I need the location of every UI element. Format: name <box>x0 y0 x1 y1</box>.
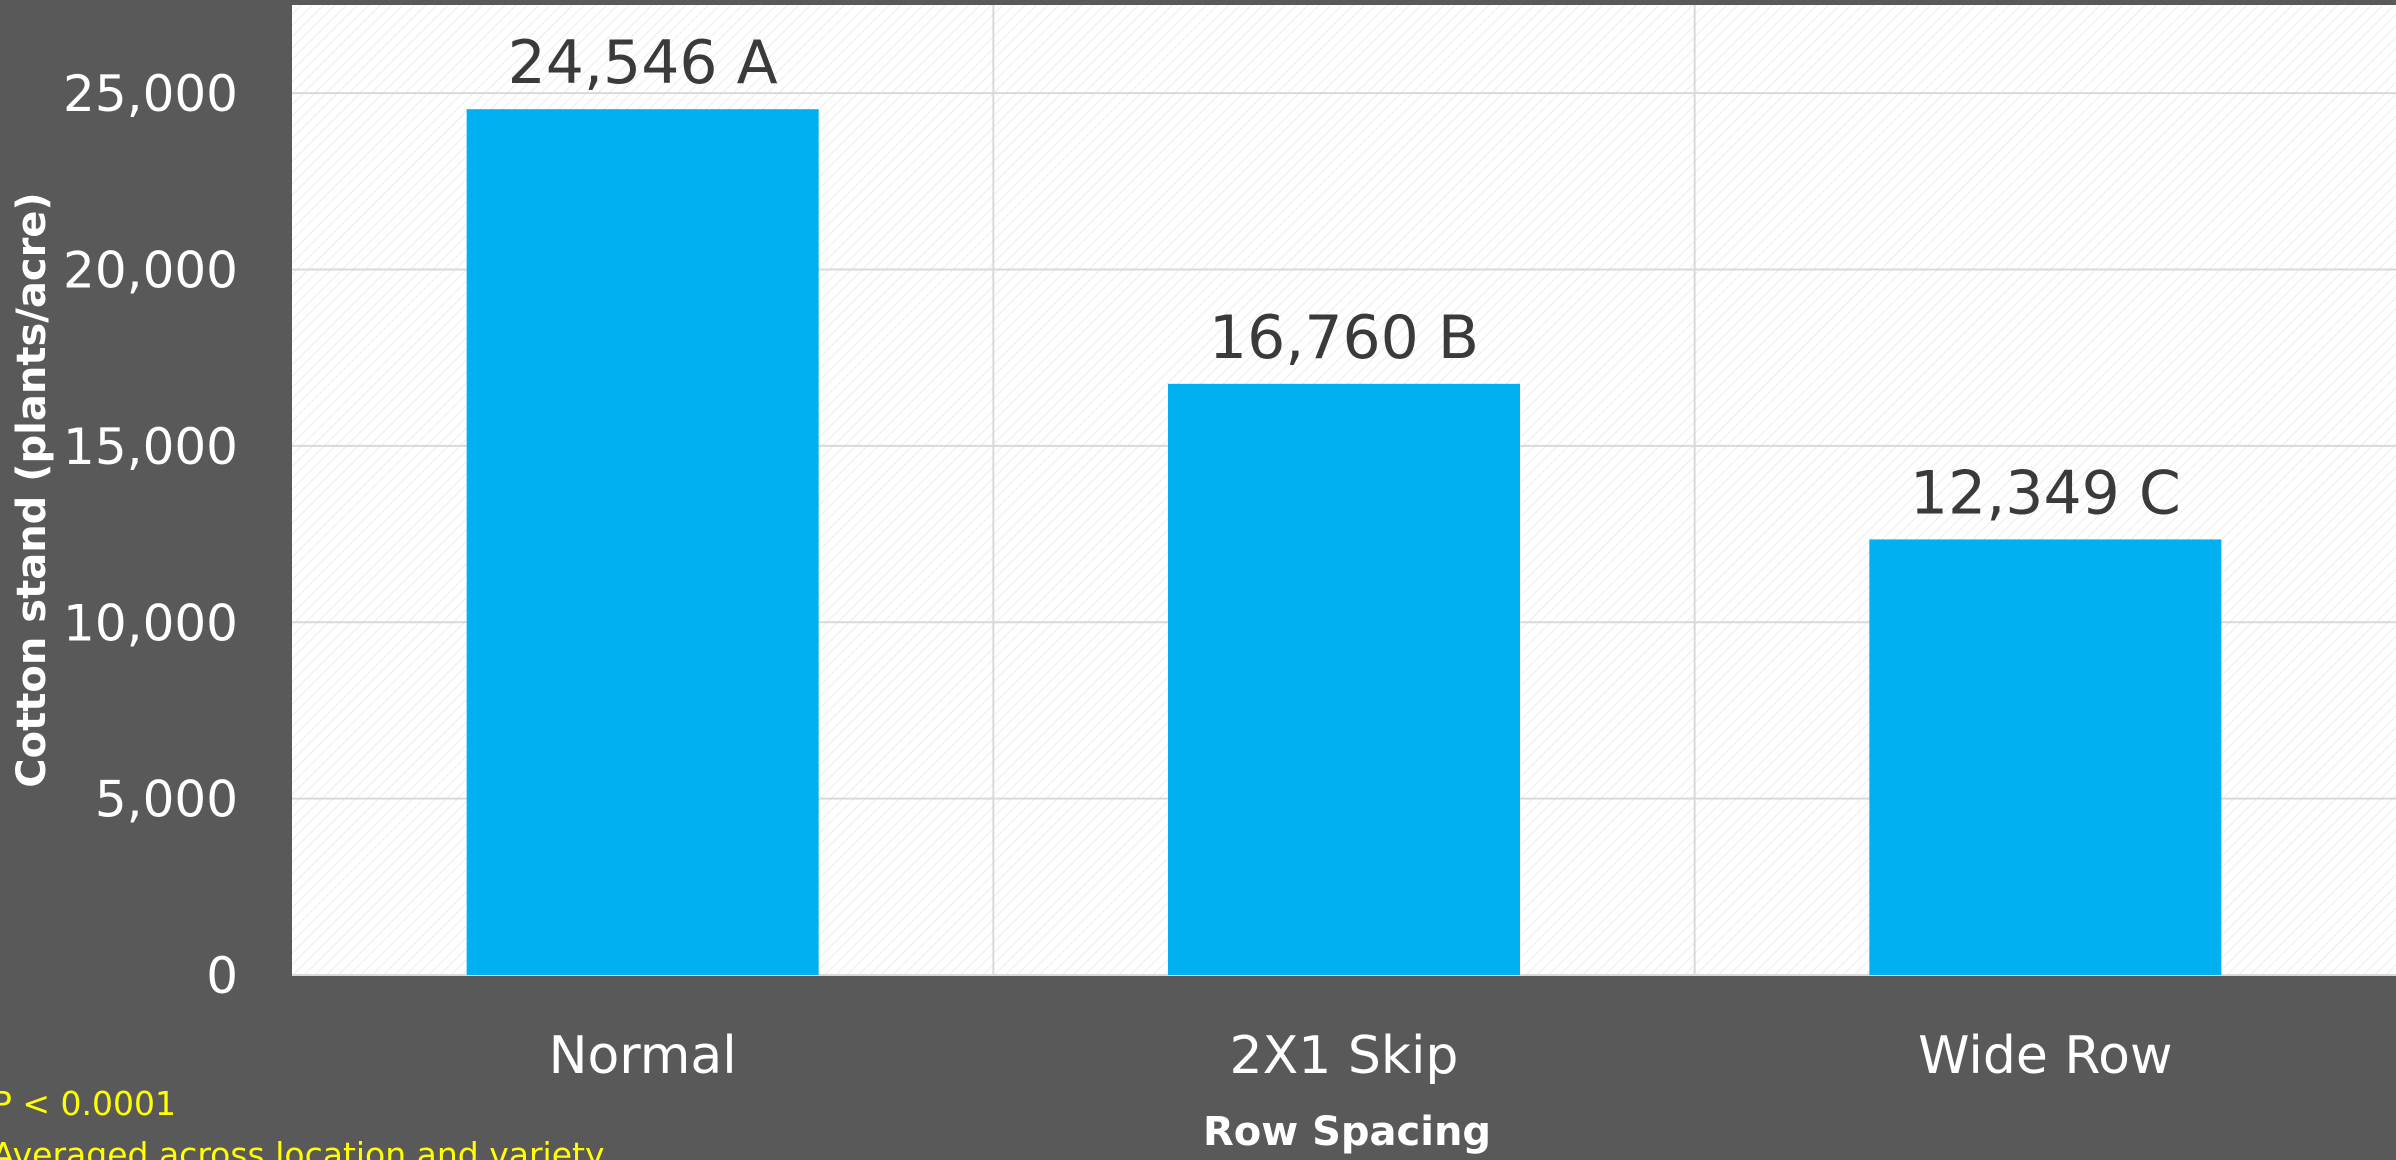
significance-note: P < 0.0001 <box>0 1084 176 1123</box>
bar-wide-row <box>1869 539 2222 975</box>
y-tick-label: 5,000 <box>95 771 238 829</box>
y-tick-label: 10,000 <box>63 594 238 652</box>
x-tick-label: Normal <box>549 1026 737 1086</box>
y-tick-label: 20,000 <box>63 242 238 300</box>
data-label: 24,546 A <box>508 28 778 98</box>
data-label: 12,349 C <box>1910 458 2181 528</box>
y-axis-tick-labels: 0 5,000 10,000 15,000 20,000 25,000 <box>63 65 238 1005</box>
y-tick-label: 25,000 <box>63 65 238 123</box>
x-axis-title: Row Spacing <box>1203 1109 1491 1155</box>
bar-normal <box>466 109 819 976</box>
x-tick-label: 2X1 Skip <box>1230 1026 1459 1086</box>
averaging-note: Averaged across location and variety <box>0 1135 604 1160</box>
y-tick-label: 15,000 <box>63 418 238 476</box>
y-tick-label: 0 <box>206 947 238 1005</box>
bars <box>466 109 2222 976</box>
x-tick-label: Wide Row <box>1918 1026 2172 1086</box>
y-axis-title: Cotton stand (plants/acre) <box>9 192 55 787</box>
x-axis-tick-labels: Normal 2X1 Skip Wide Row <box>549 1026 2173 1086</box>
bar-2x1-skip <box>1168 383 1520 975</box>
data-labels: 24,546 A 16,760 B 12,349 C <box>508 28 2181 528</box>
data-label: 16,760 B <box>1209 303 1479 373</box>
